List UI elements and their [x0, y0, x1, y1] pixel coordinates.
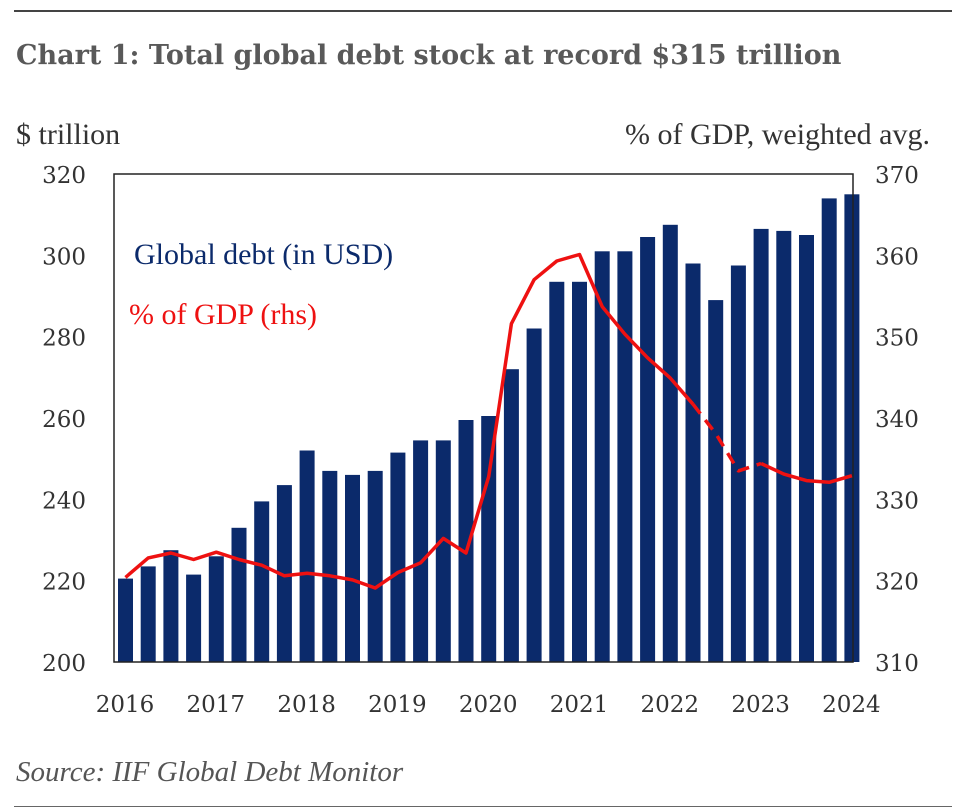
right-y-tick-label: 330	[875, 488, 919, 514]
debt-bar	[776, 230, 792, 662]
pct-gdp-line	[124, 252, 695, 590]
right-y-tick-label: 340	[875, 407, 919, 433]
bottom-rule	[14, 806, 952, 807]
debt-bar	[685, 263, 701, 662]
debt-bar	[140, 566, 156, 662]
pct-gdp-line-dashed	[691, 403, 762, 473]
debt-bar	[413, 440, 429, 662]
left-y-tick-label: 200	[42, 651, 86, 677]
left-y-tick-label: 260	[42, 407, 86, 433]
pct-gdp-line	[760, 461, 853, 485]
debt-bar	[617, 251, 633, 663]
chart-title: Chart 1: Total global debt stock at reco…	[16, 40, 842, 71]
debt-bar	[163, 550, 179, 662]
x-tick-label: 2024	[822, 692, 881, 718]
debt-bar	[390, 452, 406, 662]
debt-bar	[231, 527, 247, 662]
debt-bar	[503, 369, 519, 662]
right-y-tick-label: 320	[875, 570, 919, 596]
x-tick-label: 2018	[277, 692, 336, 718]
debt-bar	[708, 300, 724, 662]
debt-bar	[799, 235, 814, 662]
top-rule	[14, 10, 952, 12]
debt-bar	[481, 416, 497, 662]
debt-bar	[435, 440, 451, 662]
legend-pct-gdp: % of GDP (rhs)	[129, 298, 317, 331]
debt-bar	[753, 228, 769, 662]
left-y-tick-label: 320	[42, 163, 86, 189]
x-tick-label: 2023	[731, 692, 790, 718]
left-y-tick-label: 240	[42, 488, 86, 514]
plot-frame	[113, 173, 854, 663]
right-y-tick-label: 310	[875, 651, 919, 677]
left-axis-unit-label: $ trillion	[16, 118, 121, 151]
right-y-tick-label: 350	[875, 326, 919, 352]
debt-bar	[844, 194, 860, 663]
debt-bar	[118, 578, 133, 662]
debt-bar	[594, 251, 610, 663]
right-y-tick-label: 360	[875, 244, 919, 270]
source-note: Source: IIF Global Debt Monitor	[16, 756, 404, 788]
debt-bar	[322, 470, 338, 662]
left-y-tick-label: 280	[42, 326, 86, 352]
debt-bar	[367, 470, 383, 662]
debt-bar	[821, 198, 837, 662]
x-tick-label: 2021	[550, 692, 609, 718]
debt-bar	[549, 281, 565, 662]
debt-bar	[254, 501, 270, 662]
right-y-tick-label: 370	[875, 163, 919, 189]
debt-bar	[208, 556, 224, 662]
legend-global-debt: Global debt (in USD)	[134, 238, 393, 271]
debt-bar	[572, 281, 587, 662]
debt-bar	[526, 328, 542, 662]
debt-bar	[458, 420, 474, 662]
x-tick-label: 2020	[459, 692, 518, 718]
x-tick-label: 2019	[368, 692, 427, 718]
debt-bar	[186, 574, 202, 662]
debt-chart: 200 220 240 260 280 300 320 310 320 330 340 350 360…	[42, 163, 919, 718]
debt-bar	[662, 224, 678, 663]
debt-bar	[640, 237, 656, 662]
x-tick-label: 2016	[96, 692, 155, 718]
debt-bar	[276, 485, 292, 662]
right-axis-unit-label: % of GDP, weighted avg.	[625, 118, 930, 151]
x-tick-label: 2022	[641, 692, 700, 718]
debt-bar	[345, 474, 360, 662]
left-y-tick-label: 300	[42, 244, 86, 270]
debt-bar	[730, 265, 746, 662]
x-tick-label: 2017	[187, 692, 246, 718]
debt-bar	[299, 450, 315, 662]
left-y-tick-label: 220	[42, 570, 86, 596]
